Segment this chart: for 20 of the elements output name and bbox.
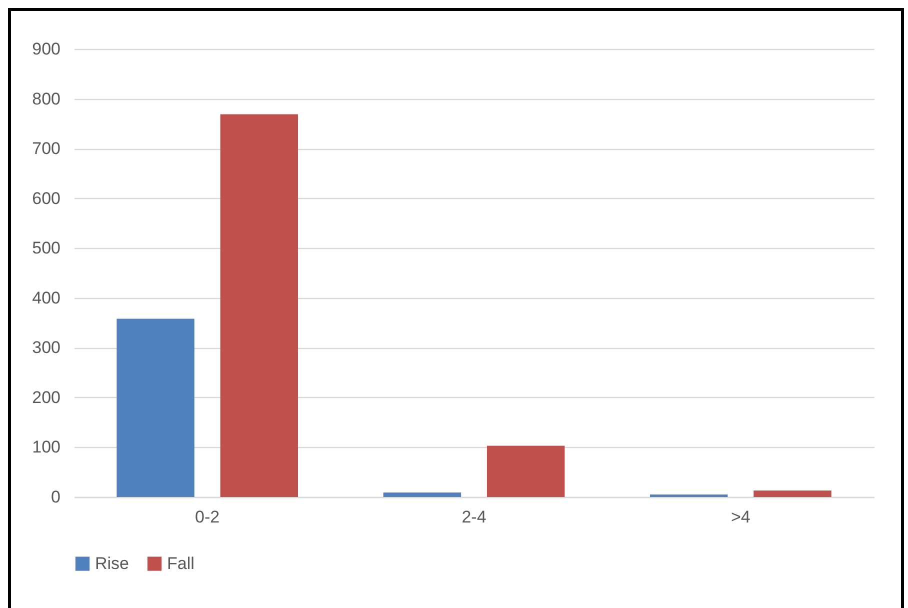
x-tick-label: 0-2	[195, 508, 220, 526]
y-tick-label: 100	[32, 438, 60, 457]
bar	[116, 318, 194, 497]
y-tick-label: 500	[32, 238, 60, 258]
x-tick-label: 2-4	[462, 508, 486, 526]
y-tick-label: 0	[51, 488, 60, 506]
bar	[754, 490, 832, 497]
legend-label: Rise	[95, 554, 130, 573]
y-tick-label: 200	[32, 388, 60, 407]
bar	[486, 446, 565, 497]
y-tick-label: 800	[32, 89, 60, 108]
y-tick-label: 400	[32, 288, 60, 308]
bar	[383, 492, 462, 497]
y-tick-label: 700	[32, 139, 60, 158]
y-tick-label: 600	[32, 188, 60, 208]
x-tick-label: >4	[730, 508, 750, 526]
legend-label: Fall	[167, 554, 194, 573]
bar	[220, 114, 298, 497]
y-tick-label: 300	[32, 338, 60, 358]
y-tick-label: 900	[32, 40, 60, 58]
